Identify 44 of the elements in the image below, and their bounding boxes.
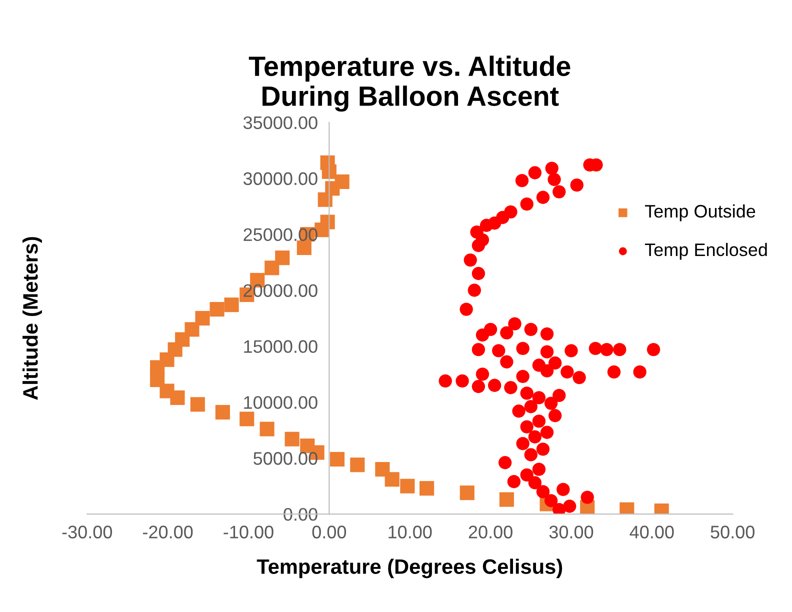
x-tick-label: -10.00 <box>224 526 274 538</box>
point <box>275 250 290 266</box>
y-tick-label: 10000.00 <box>244 396 318 409</box>
point <box>375 462 390 477</box>
point <box>460 486 474 500</box>
legend-label: Temp Enclosed <box>644 242 767 260</box>
point <box>296 240 312 256</box>
point <box>240 412 254 426</box>
x-tick-label: -20.00 <box>143 526 193 538</box>
point <box>264 260 280 276</box>
point <box>420 481 434 496</box>
point <box>350 458 365 472</box>
point <box>300 438 315 454</box>
y-axis-title: Altitude (Meters) <box>22 237 42 400</box>
point <box>384 472 400 487</box>
point <box>195 310 210 326</box>
point <box>400 478 415 494</box>
y-tick-label: 15000.00 <box>244 340 318 353</box>
point <box>499 492 514 507</box>
point <box>160 384 174 398</box>
y-tick-label: 5000.00 <box>254 452 318 465</box>
point <box>210 302 224 317</box>
x-tick-label: 50.00 <box>710 526 754 538</box>
legend-label: Temp Outside <box>644 204 756 222</box>
point <box>284 432 300 446</box>
chart-title: Temperature vs. Altitude During Balloon Ascent <box>248 56 570 112</box>
y-tick-label: 35000.00 <box>243 116 318 130</box>
y-tick-label: 30000.00 <box>243 172 318 186</box>
point <box>330 452 345 467</box>
x-tick-label: 30.00 <box>549 526 594 538</box>
point <box>190 397 205 412</box>
point <box>320 214 335 230</box>
point <box>320 155 335 170</box>
x-axis-title: Temperature (Degrees Celisus) <box>256 558 562 578</box>
x-tick-label: 10.00 <box>388 526 432 538</box>
point <box>260 422 274 436</box>
x-tick-label: 20.00 <box>468 526 512 538</box>
x-tick-label: 40.00 <box>630 526 674 538</box>
point <box>334 174 350 189</box>
x-tick-label: 0.00 <box>312 526 346 538</box>
point <box>224 298 239 312</box>
x-tick-label: -30.00 <box>62 526 112 538</box>
point <box>215 404 230 420</box>
point <box>184 322 200 337</box>
